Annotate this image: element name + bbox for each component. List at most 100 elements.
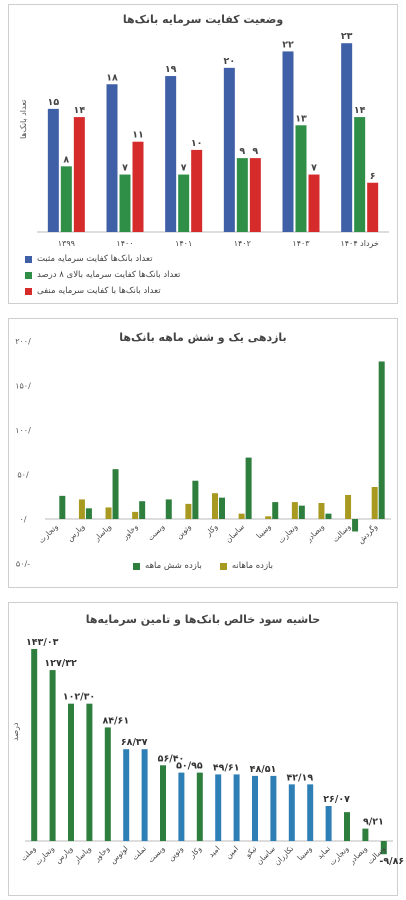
chart3-data-label: ۴۲/۱۹ — [286, 772, 313, 783]
chart1-data-label: ۱۵ — [48, 97, 60, 108]
chart3-data-label: ۱۲۷/۳۲ — [44, 658, 77, 669]
chart1-bar — [191, 149, 203, 232]
chart2-x-tick: وگردش — [356, 522, 379, 545]
chart2-legend: بازده ماهانه بازده شش ماهه — [9, 561, 397, 571]
chart3-data-label: ۹/۲۱ — [363, 817, 384, 828]
chart1-legend: تعداد بانک‌ها کفایت سرمایه مثبت تعداد با… — [25, 251, 325, 299]
chart2-bar — [238, 513, 245, 519]
chart3-bar — [380, 841, 387, 855]
chart3-data-label: ۴۹/۶۱ — [213, 762, 240, 773]
returns-panel: بازدهی یک و شش ماهه بانک‌ها ۲۰۰/۱۵۰/۱۰۰/… — [8, 318, 398, 588]
chart3-bar — [178, 772, 185, 841]
chart3-bar — [288, 784, 295, 841]
chart3-x-tick: نکارزان — [272, 844, 295, 867]
chart2-x-tick: وخاور — [120, 522, 140, 542]
chart2-bar — [105, 507, 112, 519]
legend-positive-label: تعداد بانک‌ها کفایت سرمایه مثبت — [37, 254, 153, 264]
chart1-bar — [60, 166, 72, 232]
chart2-x-tick: وپاسار — [92, 522, 114, 544]
chart3-bar — [325, 806, 332, 841]
chart1-data-label: ۱۹ — [165, 64, 177, 75]
chart1-data-label: ۱۸ — [106, 72, 118, 83]
chart2-bar — [345, 494, 352, 519]
chart2-bar — [59, 495, 66, 519]
chart2-bar — [245, 457, 252, 519]
legend-positive: تعداد بانک‌ها کفایت سرمایه مثبت — [25, 251, 325, 267]
chart2-bar — [212, 493, 218, 519]
chart2-x-tick: وتوین — [174, 522, 193, 541]
chart1-bar — [73, 117, 85, 232]
legend-monthly: بازده ماهانه — [219, 561, 273, 571]
chart2-bar — [165, 499, 172, 519]
legend-monthly-swatch — [219, 562, 227, 570]
chart3-x-tick: وپاسار — [71, 844, 93, 866]
chart1-data-label: ۲۲ — [282, 39, 294, 50]
chart3-x-tick: لوتوس — [108, 844, 129, 865]
chart1-data-label: ۱۳ — [295, 113, 307, 124]
chart1-x-tick: ۱۴۰۲ — [234, 239, 251, 248]
chart1-bar — [223, 67, 235, 232]
chart1-plot: ۱۳۹۹ ۱۵ ۸ ۱۴ ۱۴۰۰ ۱۸ ۷ ۱۱ ۱۴۰۱ ۱۹ ۷ ۱۰ ۱۴۰۲ ۲۰ ۹ ۹ ۱۴۰۳ ۲… — [37, 31, 389, 248]
chart2-bar — [272, 502, 279, 519]
chart3-data-label: ۱۰۲/۳۰ — [63, 692, 95, 703]
legend-sixmonth: بازده شش ماهه — [133, 561, 202, 571]
chart3-data-label: ۱۴۳/۰۳ — [26, 637, 59, 648]
chart2-y-tick: ۲۰۰/ — [15, 337, 31, 346]
chart2-bar — [85, 508, 92, 519]
chart2-bar — [371, 486, 378, 519]
legend-monthly-label: بازده ماهانه — [231, 561, 273, 571]
chart2-y-tick: ۵۰/ — [17, 471, 29, 480]
chart1-bar — [132, 141, 144, 232]
chart3-x-tick: وتوین — [166, 844, 185, 863]
chart1-bar — [282, 51, 294, 232]
chart1-bar — [178, 174, 190, 232]
chart2-bar — [318, 502, 325, 519]
chart3-bar — [307, 784, 314, 841]
chart1-x-tick: ۱۳۹۹ — [58, 239, 75, 248]
chart3-bar — [123, 749, 130, 841]
chart2-x-tick: وسینا — [254, 522, 272, 540]
chart1-bar — [165, 76, 177, 233]
chart1-bar — [236, 158, 248, 232]
chart1-data-label: ۲۳ — [341, 31, 353, 42]
chart3-data-label: ۵۶/۴۰ — [158, 753, 185, 764]
chart2-bar — [265, 516, 272, 519]
chart2-bar — [219, 497, 225, 519]
net-margin-panel: حاشیه سود خالص بانک‌ها و تامین سرمایه‌ها… — [8, 602, 404, 896]
chart3-x-tick: وبصادر — [347, 844, 370, 867]
chart3-bar — [270, 775, 277, 841]
chart3-plot: ۱۴۳/۰۳وملت۱۲۷/۳۲وتجارت۱۰۲/۳۰وپارسوپاسار۸… — [19, 637, 404, 867]
chart1-bar — [295, 125, 307, 232]
chart2-x-tick: وبست — [146, 522, 167, 543]
chart2-y-tick: ۰/ — [20, 515, 27, 524]
legend-negative-label: تعداد بانک‌ها با کفایت سرمایه منفی — [37, 286, 161, 296]
chart2-title: بازدهی یک و شش ماهه بانک‌ها — [119, 331, 287, 344]
chart1-bar — [341, 43, 353, 233]
chart2-bar — [352, 519, 359, 532]
chart2-bar — [132, 511, 139, 519]
legend-above8-label: تعداد بانک‌ها کفایت سرمایه بالای ۸ درصد — [37, 270, 181, 280]
chart2-x-tick: وبصادر — [304, 522, 327, 545]
legend-positive-swatch — [25, 255, 32, 263]
chart1-data-label: ۷ — [311, 163, 317, 174]
chart3-bar — [141, 749, 148, 841]
chart1-x-tick: خرداد ۱۴۰۴ — [340, 239, 378, 248]
chart2-y-tick: ۱۵۰/ — [15, 382, 31, 391]
chart2-bar — [325, 513, 332, 519]
chart3-bar — [68, 703, 74, 841]
chart2-bar — [378, 361, 385, 519]
chart1-bar — [249, 158, 261, 232]
chart2-bar — [78, 499, 85, 519]
chart1-bar — [354, 117, 366, 232]
chart1-data-label: ۸ — [63, 154, 69, 165]
chart2-y-tick: ۱۰۰/ — [15, 426, 31, 435]
chart1-data-label: ۷ — [181, 163, 187, 174]
chart2-x-tick: وکار — [203, 522, 220, 539]
chart3-data-label: -۹/۸۶ — [379, 856, 404, 867]
chart3-bar — [31, 649, 38, 841]
chart3-title: حاشیه سود خالص بانک‌ها و تامین سرمایه‌ها — [85, 613, 321, 626]
chart1-data-label: ۷ — [122, 163, 128, 174]
chart3-x-tick: وبست — [146, 844, 167, 865]
chart1-bar — [308, 174, 320, 232]
chart2-x-tick: ونجارت — [276, 522, 299, 545]
